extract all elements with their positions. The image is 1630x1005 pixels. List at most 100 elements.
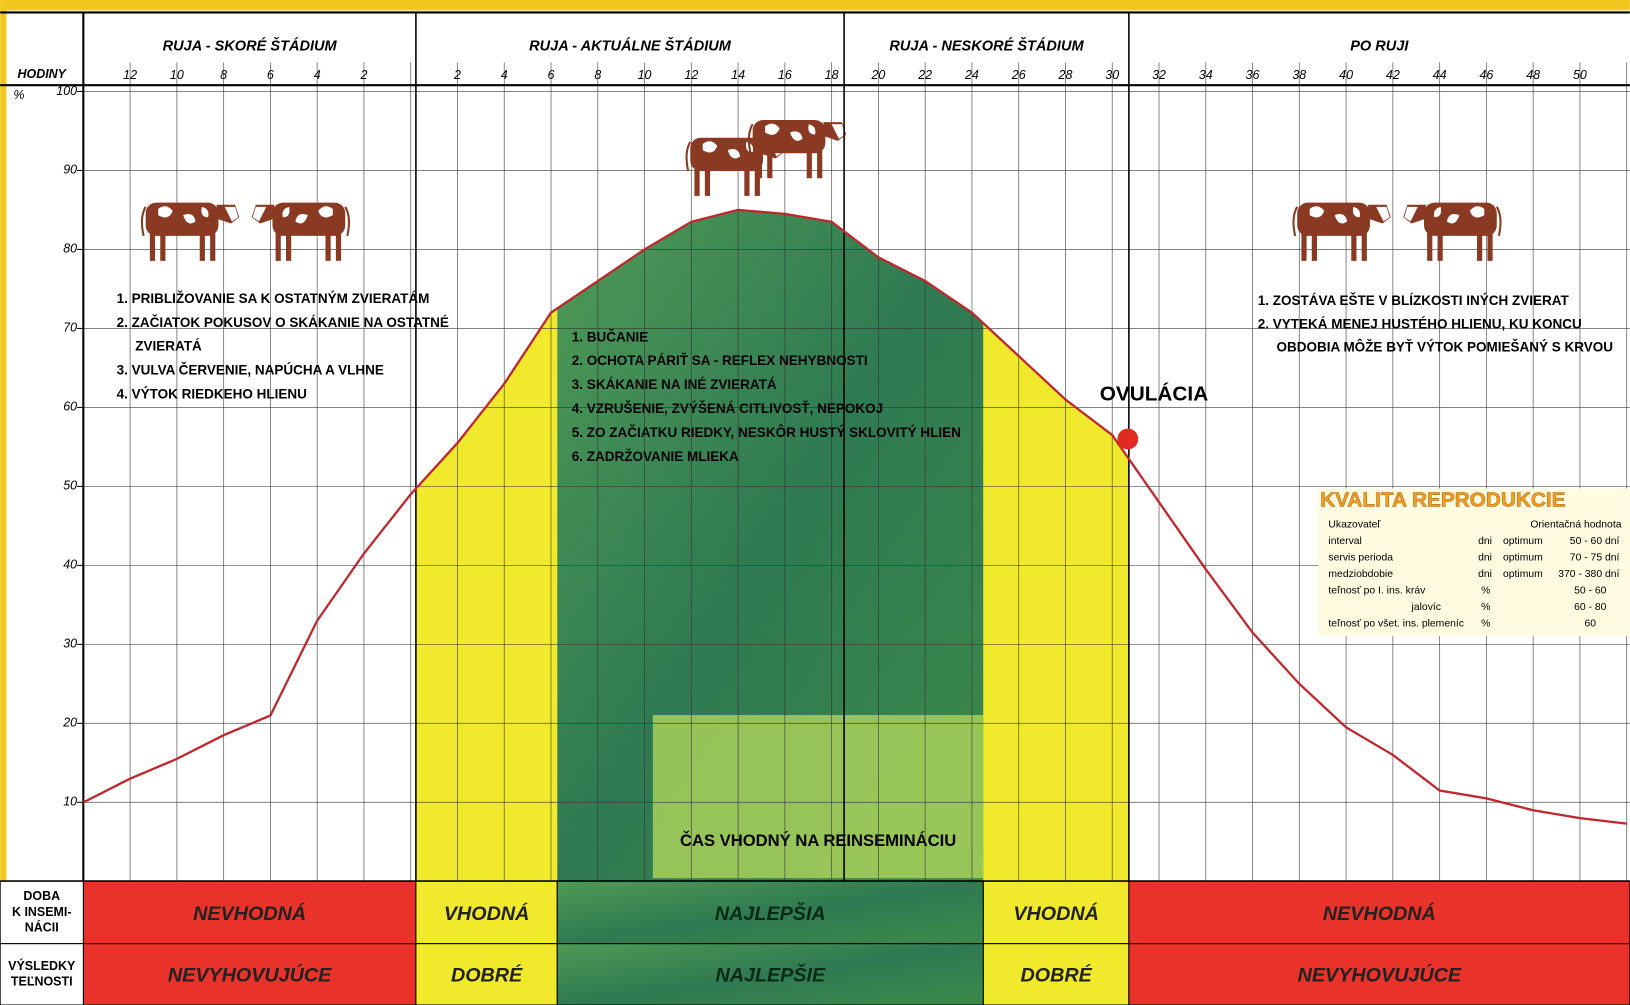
row-label: NÁCII [25,919,59,934]
insemination-box [652,715,984,879]
x-tick-label: 2 [359,68,367,82]
x-tick-label: 2 [453,68,461,82]
timing-cell [982,943,1130,1005]
timing-cell [82,943,417,1005]
stage-label: RUJA - AKTUÁLNE ŠTÁDIUM [529,37,732,55]
quality-cell: 70 - 75 dní [1570,553,1620,564]
x-tick-label: 16 [778,68,792,82]
sign-text: 5. ZO ZAČIATKU RIEDKY, NESKÔR HUSTÝ SKLO… [572,425,961,440]
sign-text: 1. PRIBLIŽOVANIE SA K OSTATNÝM ZVIERATÁM [117,291,430,306]
frame-top [0,0,1630,11]
x-tick-label: 6 [267,68,274,82]
ovulation-label: OVULÁCIA [1100,382,1208,405]
x-tick-label: 8 [594,68,601,82]
timing-cell [1128,880,1630,945]
stage-label: PO RUJI [1350,39,1409,55]
quality-cell: 370 - 380 dní [1558,569,1619,580]
sign-text: 2. VYTEKÁ MENEJ HUSTÉHO HLIENU, KU KONCU [1258,316,1582,331]
x-tick-label: 46 [1479,68,1493,82]
timing-cell [415,943,558,1005]
y-tick-label: 40 [63,558,77,572]
quality-header: Ukazovateľ [1328,520,1381,531]
quality-cell: dni [1478,569,1492,580]
timing-label: NEVYHOVUJÚCE [168,964,332,987]
ovulation-dot [1117,428,1139,450]
y-tick-label: 10 [63,795,77,809]
sign-text: 4. VÝTOK RIEDKEHO HLIENU [117,386,307,401]
sign-text: 4. VZRUŠENIE, ZVÝŠENÁ CITLIVOSŤ, NEPOKOJ [572,401,883,416]
quality-header: Orientačná hodnota [1530,520,1621,531]
y-tick-label: 50 [63,479,77,493]
sign-text: 2. ZAČIATOK POKUSOV O SKÁKANIE NA OSTATN… [117,315,449,330]
quality-cell: % [1481,602,1490,613]
quality-cell: servis perioda [1328,553,1393,564]
x-tick-label: 48 [1526,68,1540,82]
timing-cell [982,880,1130,945]
quality-cell: interval [1328,536,1361,547]
zone-area [983,323,1129,882]
timing-label: NEVHODNÁ [1323,902,1436,925]
x-tick-label: 44 [1433,68,1447,82]
x-tick-label: 22 [917,68,932,82]
insemination-label: ČAS VHODNÝ NA REINSEMINÁCIU [680,831,956,850]
grid [82,62,1630,882]
row-label: DOBA [23,889,60,903]
y-tick-label: 20 [62,716,77,730]
quality-cell: 60 - 80 [1574,602,1607,613]
quality-cell: 50 - 60 [1574,585,1607,596]
x-tick-label: 20 [870,68,885,82]
timing-label: NEVHODNÁ [193,902,306,925]
sign-text: 3. SKÁKANIE NA INÉ ZVIERATÁ [572,377,777,392]
sign-text: 2. OCHOTA PÁRIŤ SA - REFLEX NEHYBNOSTI [572,353,868,368]
quality-cell: optimum [1503,536,1543,547]
x-tick-label: 6 [548,68,555,82]
x-tick-label: 34 [1199,68,1213,82]
timing-cell [415,880,558,945]
frame-left [0,0,7,1005]
zones [415,209,1129,882]
quality-title: KVALITA REPRODUKCIE [1320,488,1565,511]
stage-label: RUJA - SKORÉ ŠTÁDIUM [163,37,338,55]
x-tick-label: 26 [1011,68,1026,82]
sign-text: 1. ZOSTÁVA EŠTE V BLÍZKOSTI INÝCH ZVIERA… [1258,293,1570,308]
x-tick-label: 10 [638,68,652,82]
y-tick-label: 100 [56,84,77,98]
sign-text: OBDOBIA MÔŽE BYŤ VÝTOK POMIEŠANÝ S KRVOU [1276,340,1613,355]
timing-label: DOBRÉ [1020,964,1092,987]
x-tick-label: 8 [220,68,227,82]
timing-cell [1128,943,1630,1005]
timing-label: VHODNÁ [444,902,530,925]
x-tick-label: 12 [684,68,698,82]
x-tick-label: 24 [964,68,979,82]
x-tick-label: 50 [1573,68,1587,82]
stage-label: RUJA - NESKORÉ ŠTÁDIUM [889,37,1084,55]
quality-cell: teľnosť po všet. ins. plemeníc [1328,618,1464,629]
quality-cell: dni [1478,536,1492,547]
x-tick-label: 30 [1105,68,1119,82]
y-tick-label: 90 [63,163,77,177]
timing-cell [556,880,984,945]
y-axis-label: % [13,88,24,102]
quality-cell: 50 - 60 dní [1570,536,1620,547]
quality-box [1318,488,1630,637]
x-tick-label: 36 [1246,68,1260,82]
quality-cell: medziobdobie [1328,569,1393,580]
row-label: TEĽNOSTI [11,974,73,988]
sign-text: ZVIERATÁ [135,339,202,354]
quality-cell: % [1481,585,1490,596]
x-tick-label: 38 [1292,68,1306,82]
zone-area [415,308,558,882]
overlay: 10 20 30 40 50 60 70 80 90 100 RUJA - SKORÉ ŠTÁDIU… [0,11,1630,1005]
x-tick-label: 32 [1152,68,1166,82]
x-axis-label: HODINY [18,67,68,81]
timing-label: NAJLEPŠIE [715,963,826,987]
timing-label: VHODNÁ [1013,902,1099,925]
quality-cell: optimum [1503,569,1543,580]
zone-area [557,209,984,882]
x-tick-label: 4 [501,68,508,82]
x-tick-label: 14 [731,68,745,82]
quality-cell: jalovíc [1411,602,1441,613]
quality-cell: dni [1478,553,1492,564]
